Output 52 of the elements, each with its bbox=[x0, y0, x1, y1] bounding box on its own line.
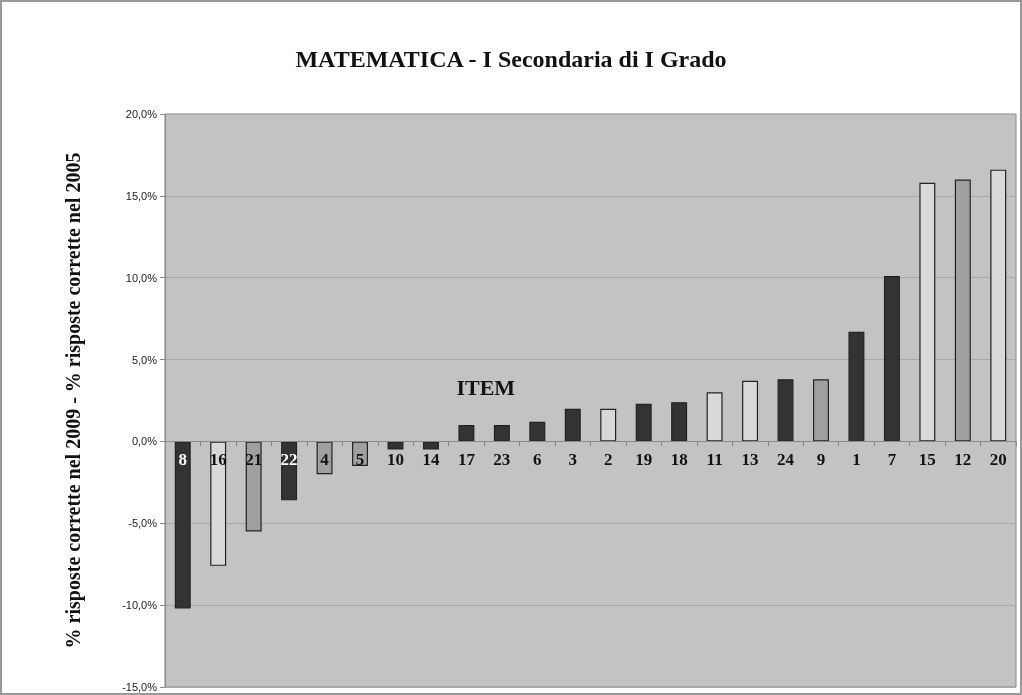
x-tick-label: 22 bbox=[280, 450, 298, 470]
y-tick-label: -15,0% bbox=[122, 681, 158, 693]
bar bbox=[564, 408, 581, 442]
bar bbox=[990, 169, 1007, 442]
x-tick-label: 4 bbox=[320, 450, 330, 470]
bar bbox=[671, 402, 688, 442]
bar bbox=[706, 392, 723, 442]
x-tick-label: 7 bbox=[887, 450, 897, 470]
y-tick-label: -10,0% bbox=[122, 599, 158, 612]
bar bbox=[174, 441, 191, 609]
x-tick-label: 5 bbox=[355, 450, 365, 470]
x-tick-label: 3 bbox=[568, 450, 578, 470]
x-tick-label: 10 bbox=[386, 450, 404, 470]
bar bbox=[529, 421, 546, 442]
bar bbox=[422, 441, 439, 450]
x-tick-label: 11 bbox=[706, 450, 723, 470]
y-tick-label: 10,0% bbox=[125, 271, 158, 284]
bar bbox=[777, 379, 794, 442]
x-tick-label: 1 bbox=[852, 450, 861, 470]
y-tick-label: 15,0% bbox=[125, 189, 158, 202]
bar bbox=[742, 380, 759, 442]
x-axis-title: ITEM bbox=[456, 374, 516, 400]
chart-title: MATEMATICA - I Secondaria di I Grado bbox=[295, 46, 727, 72]
bar bbox=[883, 276, 900, 442]
bar bbox=[600, 408, 617, 442]
y-tick-label: 5,0% bbox=[131, 353, 158, 366]
x-tick-label: 23 bbox=[493, 450, 511, 470]
y-tick-label: -5,0% bbox=[128, 517, 158, 530]
bar bbox=[919, 182, 936, 442]
x-tick-label: 13 bbox=[741, 450, 759, 470]
x-tick-label: 2 bbox=[603, 450, 613, 470]
x-tick-label: 9 bbox=[816, 450, 826, 470]
x-tick-label: 8 bbox=[178, 450, 187, 470]
x-tick-label: 24 bbox=[777, 450, 795, 470]
x-tick-label: 18 bbox=[670, 450, 688, 470]
x-tick-label: 19 bbox=[635, 450, 653, 470]
bar bbox=[387, 441, 404, 450]
x-tick-label: 12 bbox=[954, 450, 972, 470]
y-tick-label: 0,0% bbox=[131, 435, 158, 448]
x-tick-label: 6 bbox=[533, 450, 542, 470]
bar bbox=[848, 331, 865, 442]
y-axis-title: % risposte corrette nel 2009 - % risposte corrette nel 2005 bbox=[62, 152, 85, 649]
x-tick-label: 14 bbox=[422, 450, 440, 470]
x-tick-label: 15 bbox=[918, 450, 936, 470]
bar bbox=[458, 425, 475, 442]
bar bbox=[635, 403, 652, 442]
bar bbox=[813, 379, 829, 442]
x-tick-label: 20 bbox=[989, 450, 1007, 470]
x-tick-label: 17 bbox=[457, 450, 476, 470]
y-tick-label: 20,0% bbox=[125, 108, 158, 120]
bar bbox=[210, 441, 227, 566]
bar bbox=[493, 425, 510, 442]
